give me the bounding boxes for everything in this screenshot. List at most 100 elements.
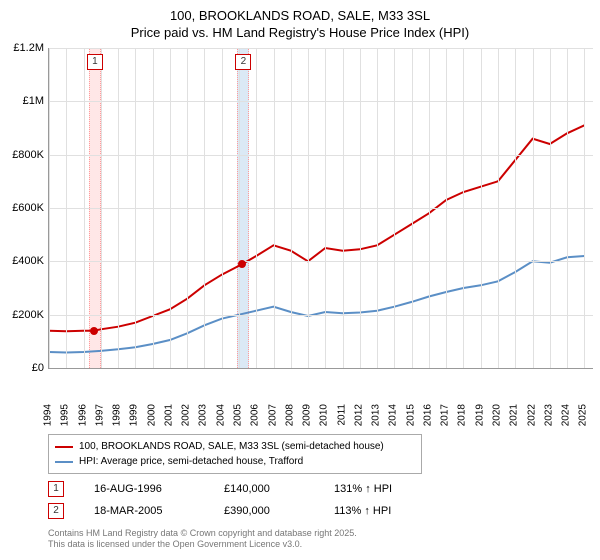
x-tick-label: 2015	[405, 404, 416, 426]
h-gridline	[49, 315, 593, 316]
sale-marker-label: 2	[235, 54, 251, 70]
x-tick-label: 2010	[319, 404, 330, 426]
sale-price: £390,000	[224, 505, 304, 517]
sale-date: 16-AUG-1996	[94, 483, 194, 495]
v-gridline	[291, 48, 292, 368]
legend-row-address: 100, BROOKLANDS ROAD, SALE, M33 3SL (sem…	[55, 439, 415, 454]
x-tick-label: 2000	[146, 404, 157, 426]
v-gridline	[325, 48, 326, 368]
y-tick-label: £800K	[12, 149, 44, 161]
x-tick-label: 1998	[112, 404, 123, 426]
x-tick-label: 1996	[77, 404, 88, 426]
v-gridline	[118, 48, 119, 368]
x-tick-label: 2017	[440, 404, 451, 426]
v-gridline	[550, 48, 551, 368]
y-tick-label: £1M	[23, 95, 44, 107]
sale-index: 2	[48, 503, 64, 519]
x-tick-label: 2003	[198, 404, 209, 426]
x-tick-label: 2007	[267, 404, 278, 426]
y-tick-label: £0	[32, 362, 44, 374]
v-gridline	[567, 48, 568, 368]
v-gridline	[515, 48, 516, 368]
v-gridline	[135, 48, 136, 368]
x-tick-label: 2013	[371, 404, 382, 426]
v-gridline	[222, 48, 223, 368]
legend-swatch-hpi	[55, 461, 73, 463]
v-gridline	[533, 48, 534, 368]
h-gridline	[49, 101, 593, 102]
v-gridline	[498, 48, 499, 368]
footer-line-1: Contains HM Land Registry data © Crown c…	[48, 528, 357, 539]
x-tick-label: 2012	[353, 404, 364, 426]
y-tick-label: £400K	[12, 255, 44, 267]
y-tick-label: £600K	[12, 202, 44, 214]
v-gridline	[308, 48, 309, 368]
h-gridline	[49, 208, 593, 209]
legend: 100, BROOKLANDS ROAD, SALE, M33 3SL (sem…	[48, 434, 422, 474]
y-tick-label: £200K	[12, 309, 44, 321]
v-gridline	[49, 48, 50, 368]
v-gridline	[343, 48, 344, 368]
x-tick-label: 2008	[284, 404, 295, 426]
y-axis: £0£200K£400K£600K£800K£1M£1.2M	[6, 48, 46, 368]
plot-area: 12	[48, 48, 593, 369]
x-tick-label: 2005	[232, 404, 243, 426]
v-gridline	[429, 48, 430, 368]
x-axis: 1994199519961997199819992000200120022003…	[48, 368, 592, 392]
sale-marker-label: 1	[87, 54, 103, 70]
v-gridline	[377, 48, 378, 368]
x-tick-label: 2002	[181, 404, 192, 426]
legend-label-address: 100, BROOKLANDS ROAD, SALE, M33 3SL (sem…	[79, 441, 384, 452]
v-gridline	[170, 48, 171, 368]
x-tick-label: 2021	[509, 404, 520, 426]
y-tick-label: £1.2M	[13, 42, 44, 54]
v-gridline	[84, 48, 85, 368]
series-address	[49, 125, 584, 331]
footer: Contains HM Land Registry data © Crown c…	[48, 528, 357, 551]
sale-index: 1	[48, 481, 64, 497]
series-hpi	[49, 256, 584, 353]
v-gridline	[101, 48, 102, 368]
legend-swatch-address	[55, 446, 73, 448]
x-tick-label: 2024	[561, 404, 572, 426]
v-gridline	[66, 48, 67, 368]
title-line-1: 100, BROOKLANDS ROAD, SALE, M33 3SL	[0, 8, 600, 25]
x-tick-label: 2020	[492, 404, 503, 426]
sale-point	[238, 260, 246, 268]
v-gridline	[256, 48, 257, 368]
v-gridline	[239, 48, 240, 368]
x-tick-label: 1994	[43, 404, 54, 426]
x-tick-label: 2019	[474, 404, 485, 426]
sale-point	[90, 327, 98, 335]
v-gridline	[187, 48, 188, 368]
x-tick-label: 2025	[578, 404, 589, 426]
v-gridline	[481, 48, 482, 368]
footer-line-2: This data is licensed under the Open Gov…	[48, 539, 357, 550]
sale-vs-hpi: 131% ↑ HPI	[334, 483, 414, 495]
legend-row-hpi: HPI: Average price, semi-detached house,…	[55, 454, 415, 469]
v-gridline	[153, 48, 154, 368]
legend-label-hpi: HPI: Average price, semi-detached house,…	[79, 456, 303, 467]
h-gridline	[49, 261, 593, 262]
chart-area: £0£200K£400K£600K£800K£1M£1.2M 12 199419…	[6, 48, 594, 392]
h-gridline	[49, 155, 593, 156]
v-gridline	[463, 48, 464, 368]
x-tick-label: 1997	[94, 404, 105, 426]
x-tick-label: 2022	[526, 404, 537, 426]
x-tick-label: 2016	[422, 404, 433, 426]
chart-title: 100, BROOKLANDS ROAD, SALE, M33 3SL Pric…	[0, 0, 600, 42]
sale-date: 18-MAR-2005	[94, 505, 194, 517]
v-gridline	[274, 48, 275, 368]
sale-price: £140,000	[224, 483, 304, 495]
x-tick-label: 2014	[388, 404, 399, 426]
x-tick-label: 2009	[302, 404, 313, 426]
x-tick-label: 2011	[336, 404, 347, 426]
x-tick-label: 2006	[250, 404, 261, 426]
v-gridline	[412, 48, 413, 368]
h-gridline	[49, 48, 593, 49]
sale-row: 1 16-AUG-1996 £140,000 131% ↑ HPI	[48, 478, 414, 500]
v-gridline	[394, 48, 395, 368]
sale-table: 1 16-AUG-1996 £140,000 131% ↑ HPI 2 18-MAR-20…	[48, 478, 414, 522]
x-tick-label: 2004	[215, 404, 226, 426]
x-tick-label: 2018	[457, 404, 468, 426]
